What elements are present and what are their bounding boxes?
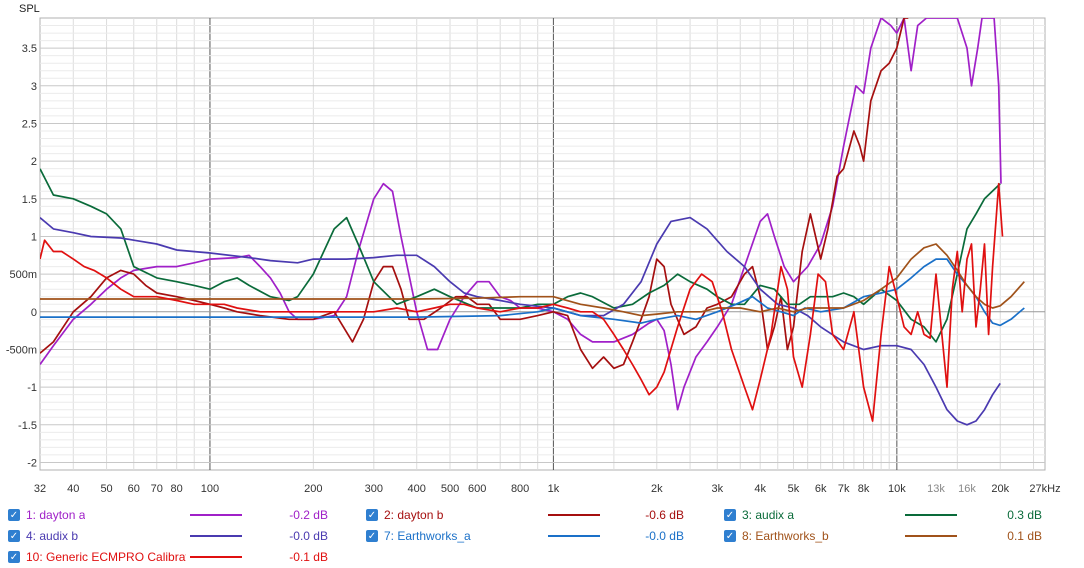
legend-series-name: 4: audix b xyxy=(26,529,79,543)
y-tick-label: -1.5 xyxy=(18,420,37,432)
legend-item[interactable]: ✓ 3: audix a 0.3 dB xyxy=(724,504,1042,526)
legend-line-swatch xyxy=(190,556,242,558)
y-tick-label: 1.5 xyxy=(22,194,37,206)
legend-line-swatch xyxy=(190,514,242,516)
legend-series-value: 0.3 dB xyxy=(1007,508,1042,522)
series-line-1 xyxy=(40,18,1002,411)
x-tick-label: 16k xyxy=(958,483,976,495)
x-tick-label: 60 xyxy=(128,483,140,495)
series-lines xyxy=(40,18,1025,426)
x-tick-label: 200 xyxy=(304,483,322,495)
y-tick-label: -1 xyxy=(27,382,37,394)
legend-line-swatch xyxy=(905,514,957,516)
legend-item[interactable]: ✓ 2: dayton b -0.6 dB xyxy=(366,504,684,526)
legend-line-swatch xyxy=(190,535,242,537)
x-tick-label: 500 xyxy=(441,483,459,495)
x-tick-label: 32 xyxy=(34,483,46,495)
y-tick-label: 0 xyxy=(31,307,37,319)
series-line-7 xyxy=(40,182,1004,422)
series-line-6 xyxy=(40,243,1025,317)
y-tick-label: -2 xyxy=(27,457,37,469)
legend-series-value: -0.6 dB xyxy=(645,508,684,522)
x-tick-label: 7k xyxy=(838,483,850,495)
legend-checkbox[interactable]: ✓ xyxy=(8,551,20,563)
x-tick-label: 4k xyxy=(754,483,766,495)
legend-series-name: 3: audix a xyxy=(742,508,795,522)
series-line-2 xyxy=(40,18,909,370)
frequency-response-chart: SPL 3.5 3 2.5 2 1.5 1 500m 0 -500m -1 -1.5 -2 32 40 50… xyxy=(5,3,1061,495)
legend-item[interactable]: ✓ 1: dayton a -0.2 dB xyxy=(8,504,328,526)
x-tick-label: 70 xyxy=(151,483,163,495)
x-tick-label: 6k xyxy=(815,483,827,495)
legend: ✓ 1: dayton a -0.2 dB ✓ 2: dayton b -0.6 dB ✓ 3… xyxy=(0,500,1084,568)
x-tick-label: 8k xyxy=(858,483,870,495)
series-line-3 xyxy=(40,168,1001,343)
x-tick-label: 10k xyxy=(888,483,906,495)
y-tick-label: 3.5 xyxy=(22,43,37,55)
x-tick-label: 1k xyxy=(548,483,560,495)
legend-checkbox[interactable]: ✓ xyxy=(724,530,736,542)
x-tick-label: 80 xyxy=(171,483,183,495)
series-line-4 xyxy=(40,216,1001,426)
legend-series-value: -0.0 dB xyxy=(645,529,684,543)
legend-line-swatch xyxy=(548,514,600,516)
legend-checkbox[interactable]: ✓ xyxy=(366,530,378,542)
x-tick-label: 100 xyxy=(201,483,219,495)
x-tick-label: 600 xyxy=(468,483,486,495)
legend-series-name: 7: Earthworks_a xyxy=(384,529,471,543)
legend-series-name: 8: Earthworks_b xyxy=(742,529,829,543)
x-tick-label: 3k xyxy=(711,483,723,495)
x-tick-label: 13k xyxy=(927,483,945,495)
legend-checkbox[interactable]: ✓ xyxy=(366,509,378,521)
y-tick-label: 3 xyxy=(31,81,37,93)
legend-checkbox[interactable]: ✓ xyxy=(724,509,736,521)
legend-series-name: 2: dayton b xyxy=(384,508,444,522)
y-tick-label: 1 xyxy=(31,231,37,243)
y-tick-label: 2.5 xyxy=(22,118,37,130)
legend-item[interactable]: ✓ 10: Generic ECMPRO Calibratic -0.1 dB xyxy=(8,546,328,568)
axes: 3.5 3 2.5 2 1.5 1 500m 0 -500m -1 -1.5 -2 32 40 50 60 70… xyxy=(6,43,1061,495)
grid xyxy=(39,17,1046,471)
legend-series-name: 1: dayton a xyxy=(26,508,86,522)
legend-series-name: 10: Generic ECMPRO Calibratic xyxy=(26,550,186,564)
y-axis-label: SPL xyxy=(19,3,40,15)
legend-series-value: -0.1 dB xyxy=(289,550,328,564)
legend-series-value: 0.1 dB xyxy=(1007,529,1042,543)
y-tick-label: -500m xyxy=(6,344,37,356)
legend-checkbox[interactable]: ✓ xyxy=(8,509,20,521)
x-tick-label: 300 xyxy=(365,483,383,495)
x-tick-label: 20k xyxy=(991,483,1009,495)
x-tick-label: 2k xyxy=(651,483,663,495)
x-tick-label: 800 xyxy=(511,483,529,495)
legend-series-value: -0.2 dB xyxy=(289,508,328,522)
legend-item[interactable]: ✓ 8: Earthworks_b 0.1 dB xyxy=(724,525,1042,547)
x-tick-label: 27kHz xyxy=(1029,483,1060,495)
x-tick-label: 50 xyxy=(100,483,112,495)
y-tick-label: 500m xyxy=(9,269,37,281)
legend-item[interactable]: ✓ 4: audix b -0.0 dB xyxy=(8,525,328,547)
x-tick-label: 400 xyxy=(408,483,426,495)
y-tick-label: 2 xyxy=(31,156,37,168)
legend-checkbox[interactable]: ✓ xyxy=(8,530,20,542)
legend-line-swatch xyxy=(905,535,957,537)
legend-line-swatch xyxy=(548,535,600,537)
legend-series-value: -0.0 dB xyxy=(289,529,328,543)
x-tick-label: 40 xyxy=(67,483,79,495)
legend-item[interactable]: ✓ 7: Earthworks_a -0.0 dB xyxy=(366,525,684,547)
x-tick-label: 5k xyxy=(788,483,800,495)
